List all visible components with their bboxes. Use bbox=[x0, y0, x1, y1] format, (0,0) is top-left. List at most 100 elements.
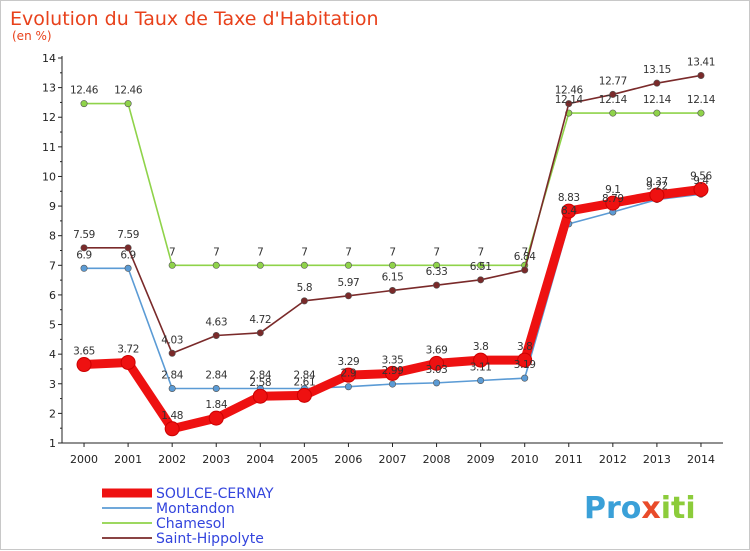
y-tick-label: 13 bbox=[42, 82, 56, 95]
x-tick-label: 2002 bbox=[158, 453, 186, 466]
data-point bbox=[124, 264, 132, 272]
legend-label: SOULCE-CERNAY bbox=[156, 486, 274, 502]
data-point bbox=[693, 181, 709, 197]
data-label: 12.14 bbox=[687, 94, 716, 106]
data-point bbox=[256, 261, 264, 269]
data-label: 13.41 bbox=[687, 56, 715, 68]
data-point bbox=[120, 354, 136, 370]
data-label: 7 bbox=[301, 246, 307, 258]
data-point bbox=[80, 100, 88, 108]
data-label: 7 bbox=[477, 246, 483, 258]
data-labels: 12.46 12.46 7 7 7 7 7 7 7 7 7 12.14 12.14 12.14 12.14 7… bbox=[70, 56, 716, 421]
x-tick-label: 2008 bbox=[423, 453, 451, 466]
data-point bbox=[521, 374, 529, 382]
data-label: 8.83 bbox=[558, 192, 580, 204]
data-label: 7 bbox=[522, 246, 528, 258]
data-point bbox=[300, 261, 308, 269]
data-point bbox=[124, 100, 132, 108]
data-label: 2.84 bbox=[293, 370, 315, 382]
data-point bbox=[80, 264, 88, 272]
data-label: 7 bbox=[345, 246, 351, 258]
data-point bbox=[344, 261, 352, 269]
x-tick-label: 2004 bbox=[246, 453, 274, 466]
y-tick-label: 3 bbox=[49, 378, 56, 391]
data-point bbox=[477, 377, 485, 385]
data-label: 2.61 bbox=[293, 376, 315, 388]
series-line bbox=[79, 184, 706, 434]
data-point bbox=[433, 281, 441, 289]
x-tick-label: 2005 bbox=[290, 453, 318, 466]
y-tick-label: 2 bbox=[49, 407, 56, 420]
data-label: 12.46 bbox=[114, 85, 143, 97]
data-label: 6.84 bbox=[514, 251, 536, 263]
data-point bbox=[653, 79, 661, 87]
data-label: 1.84 bbox=[205, 399, 227, 411]
x-tick-label: 2009 bbox=[467, 453, 495, 466]
data-point bbox=[208, 410, 224, 426]
data-point bbox=[252, 388, 268, 404]
data-label: 1.48 bbox=[161, 410, 183, 422]
data-point bbox=[212, 261, 220, 269]
data-label: 9.1 bbox=[605, 184, 621, 196]
data-point bbox=[385, 365, 400, 381]
data-label: 12.77 bbox=[599, 75, 627, 87]
series-layer bbox=[76, 71, 709, 437]
data-point bbox=[477, 276, 485, 284]
data-point bbox=[168, 261, 176, 269]
data-label: 3.65 bbox=[73, 346, 95, 358]
data-point bbox=[697, 109, 705, 117]
legend-label: Saint-Hippolyte bbox=[156, 531, 264, 547]
data-label: 3.69 bbox=[426, 344, 448, 356]
y-tick-label: 10 bbox=[42, 170, 56, 183]
x-tick-label: 2000 bbox=[70, 453, 98, 466]
data-label: 6.9 bbox=[120, 249, 136, 261]
y-tick-label: 9 bbox=[49, 200, 56, 213]
legend: SOULCE-CERNAYMontandonChamesolSaint-Hipp… bbox=[102, 486, 274, 547]
data-label: 7 bbox=[257, 246, 263, 258]
data-point bbox=[521, 266, 529, 274]
data-label: 3.11 bbox=[470, 362, 492, 374]
data-label: 5.8 bbox=[297, 282, 313, 294]
data-label: 3.8 bbox=[473, 341, 489, 353]
data-point bbox=[433, 379, 441, 387]
x-tick-label: 2013 bbox=[643, 453, 671, 466]
chart-title: Evolution du Taux de Taxe d'Habitation bbox=[10, 8, 379, 30]
logo-part-3: iti bbox=[661, 491, 696, 526]
x-tick-label: 2007 bbox=[379, 453, 407, 466]
data-point bbox=[697, 71, 705, 79]
data-point bbox=[300, 297, 308, 305]
data-label: 6.33 bbox=[426, 266, 448, 278]
data-point bbox=[168, 385, 176, 393]
y-tick-label: 4 bbox=[49, 348, 56, 361]
x-tick-label: 2010 bbox=[511, 453, 539, 466]
data-label: 4.72 bbox=[249, 314, 271, 326]
data-point bbox=[296, 387, 312, 403]
y-tick-label: 8 bbox=[49, 230, 56, 243]
data-label: 3.72 bbox=[117, 343, 139, 355]
data-label: 2.84 bbox=[205, 370, 227, 382]
data-point bbox=[168, 349, 176, 357]
x-tick-label: 2001 bbox=[114, 453, 142, 466]
data-label: 3.19 bbox=[514, 359, 536, 371]
y-tick-label: 5 bbox=[49, 319, 56, 332]
y-tick-label: 14 bbox=[42, 52, 56, 65]
data-label: 7 bbox=[213, 246, 219, 258]
data-label: 12.46 bbox=[555, 85, 584, 97]
series-line bbox=[83, 74, 702, 355]
data-label: 7.59 bbox=[117, 229, 139, 241]
y-tick-label: 1 bbox=[49, 437, 56, 450]
svg-text:Proxiti: Proxiti bbox=[584, 491, 696, 526]
data-point bbox=[561, 203, 577, 219]
data-label: 12.14 bbox=[555, 94, 584, 106]
data-label: 3.35 bbox=[382, 354, 404, 366]
data-label: 6.9 bbox=[76, 249, 92, 261]
data-label: 7.59 bbox=[73, 229, 95, 241]
y-tick-label: 11 bbox=[42, 141, 56, 154]
data-label: 9.22 bbox=[646, 181, 668, 193]
data-point bbox=[433, 261, 441, 269]
data-label: 12.46 bbox=[70, 85, 99, 97]
data-label: 6.15 bbox=[382, 271, 404, 283]
data-label: 8.4 bbox=[561, 205, 577, 217]
